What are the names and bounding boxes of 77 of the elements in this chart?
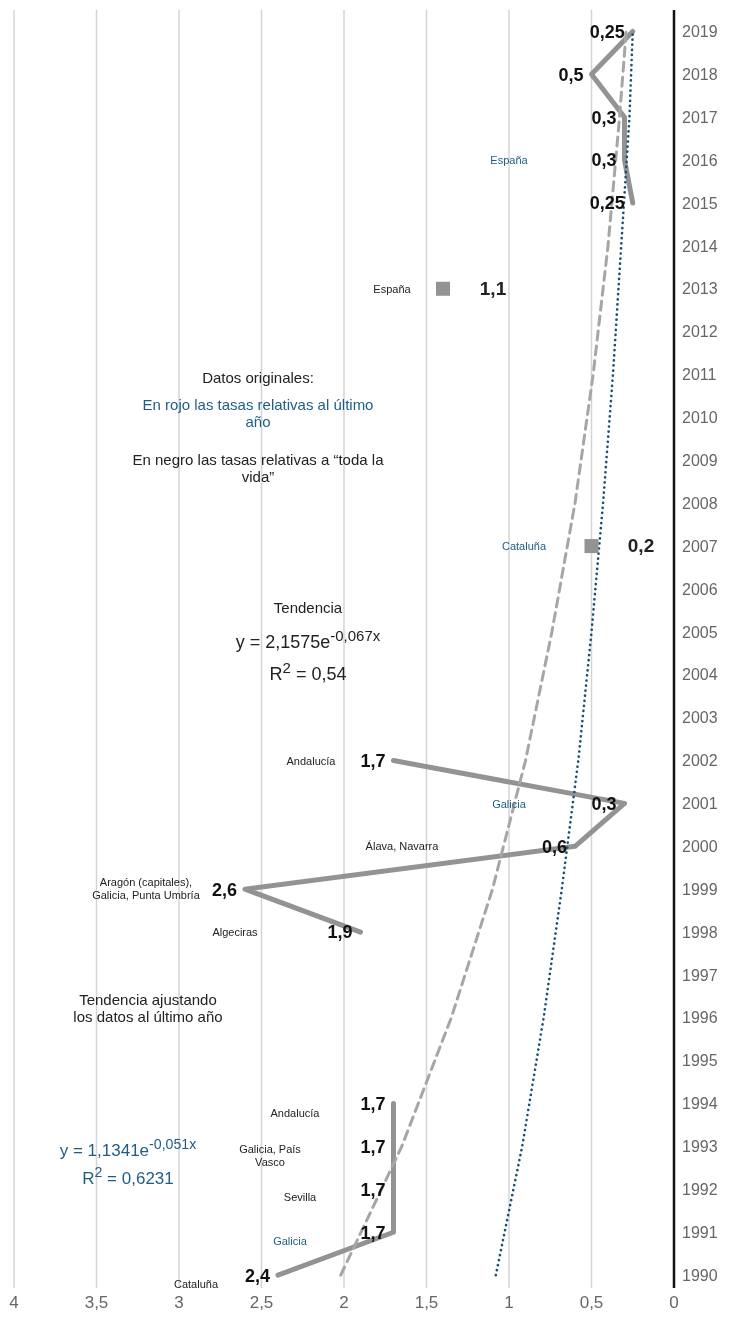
y-tick-label: 2000 [682, 837, 718, 855]
data-label: 0,3 [591, 107, 617, 128]
y-tick-label: 2010 [682, 409, 718, 427]
y-tick-label: 1999 [682, 880, 718, 898]
y-tick-label: 1990 [682, 1266, 718, 1284]
annotation: Tendencia [273, 599, 343, 617]
annotation: Datos originales: [201, 369, 315, 387]
x-tick-label: 3,5 [84, 1293, 109, 1313]
y-tick-label: 1998 [682, 923, 718, 941]
data-label: 0,5 [558, 64, 584, 85]
y-tick-label: 2006 [682, 580, 718, 598]
y-tick-label: 2002 [682, 752, 718, 770]
annotation: En rojo las tasas relativas al último año [141, 395, 375, 431]
y-tick-label: 2009 [682, 451, 718, 469]
data-label: 1,7 [360, 1093, 386, 1114]
annotation: España [490, 153, 528, 167]
annotation: y = 1,1341e$^{-0,051x}$ [59, 1135, 197, 1161]
data-label: 1,9 [327, 922, 353, 943]
y-tick-label: 2005 [682, 623, 718, 641]
annotation: España [373, 282, 411, 296]
x-tick-label: 4 [9, 1293, 19, 1313]
data-label: 0,25 [589, 21, 625, 42]
x-tick-label: 3 [174, 1293, 184, 1313]
y-tick-label: 1993 [682, 1138, 718, 1156]
data-label: 2,6 [211, 879, 237, 900]
y-tick-label: 2004 [682, 666, 718, 684]
annotation: R$^{2}$ = 0,6231 [82, 1163, 174, 1189]
annotation: Álava, Navarra [365, 839, 439, 853]
y-tick-label: 2017 [682, 108, 718, 126]
data-label: 1,7 [360, 1222, 386, 1243]
y-tick-label: 1992 [682, 1181, 718, 1199]
data-label: 0,3 [591, 150, 617, 171]
y-tick-label: 2015 [682, 194, 718, 212]
data-label: 2,4 [244, 1265, 270, 1286]
annotation: En negro las tasas relativas a “toda la vida” [131, 450, 385, 486]
y-tick-label: 2008 [682, 494, 718, 512]
annotation: Andalucía [286, 754, 336, 768]
annotation: Cataluña [501, 539, 547, 553]
y-tick-label: 2016 [682, 151, 718, 169]
x-tick-label: 1,5 [414, 1293, 439, 1313]
y-tick-label: 2012 [682, 323, 718, 341]
y-tick-label: 2019 [682, 23, 718, 41]
y-tick-label: 1994 [682, 1095, 718, 1113]
annotation: Aragón (capitales), Galicia, Punta Umbría [91, 876, 201, 902]
data-label: 1,7 [360, 1179, 386, 1200]
annotation: Tendencia ajustando los datos al último año [73, 990, 223, 1026]
annotation: 0,2 [627, 535, 655, 557]
annotation: Galicia [492, 797, 526, 811]
data-label: 0,25 [589, 193, 625, 214]
y-tick-label: 1997 [682, 966, 718, 984]
x-tick-label: 0 [669, 1293, 679, 1313]
data-label: 1,7 [360, 1136, 386, 1157]
data-label: 1,7 [360, 750, 386, 771]
annotation: Galicia [273, 1234, 307, 1248]
y-tick-label: 2001 [682, 795, 718, 813]
y-tick-label: 1995 [682, 1052, 718, 1070]
data-label: 0,3 [591, 793, 617, 814]
y-tick-label: 1991 [682, 1223, 718, 1241]
y-tick-label: 2003 [682, 709, 718, 727]
annotation: y = 2,1575e$^{-0,067x}$ [235, 627, 381, 653]
annotation: 1,1 [479, 278, 507, 300]
y-tick-label: 2007 [682, 537, 718, 555]
annotation: Galicia, País Vasco [238, 1143, 302, 1169]
annotation: R$^{2}$ = 0,54 [269, 659, 347, 685]
x-tick-label: 1 [504, 1293, 514, 1313]
y-tick-label: 2011 [682, 366, 717, 384]
annotation: Cataluña [173, 1277, 219, 1291]
x-tick-label: 2,5 [249, 1293, 274, 1313]
annotation: Andalucía [270, 1106, 320, 1120]
y-tick-label: 2013 [682, 280, 718, 298]
x-tick-label: 2 [339, 1293, 349, 1313]
y-tick-label: 2018 [682, 66, 718, 84]
annotation: Sevilla [283, 1190, 317, 1204]
annotation: Algeciras [212, 925, 258, 939]
y-tick-label: 2014 [682, 237, 718, 255]
x-tick-label: 0,5 [579, 1293, 604, 1313]
y-tick-label: 1996 [682, 1009, 718, 1027]
